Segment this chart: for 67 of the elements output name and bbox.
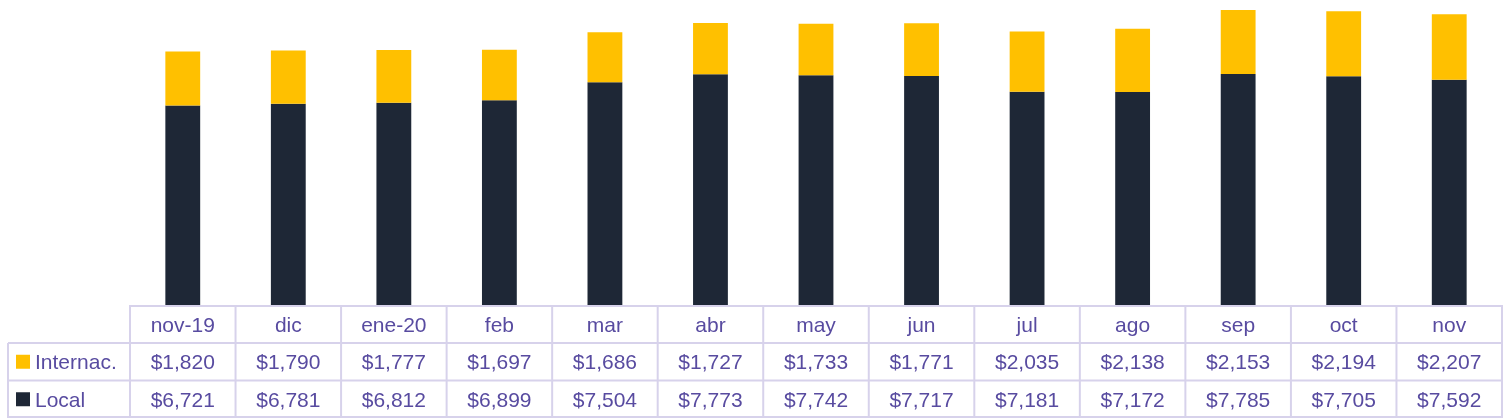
bar [1431, 14, 1467, 80]
data-label: $6,721 [150, 387, 215, 411]
bar [270, 50, 306, 104]
bar [481, 100, 517, 305]
data-label: $7,172 [1100, 387, 1165, 411]
bar [587, 82, 623, 305]
bar [1220, 10, 1256, 74]
bar [798, 75, 834, 305]
x-tick-label: nov [1432, 312, 1467, 336]
x-tick-label: sep [1221, 312, 1256, 336]
x-tick-label: jun [906, 312, 936, 336]
bar [904, 75, 939, 305]
bar [165, 105, 201, 305]
data-label: $2,207 [1417, 350, 1482, 374]
bar [1431, 79, 1467, 305]
x-tick-label: mar [586, 312, 624, 336]
data-label: $1,820 [150, 350, 215, 374]
bar [693, 23, 728, 75]
data-label: $1,790 [256, 350, 321, 374]
bar [1009, 91, 1045, 305]
x-tick-label: ago [1115, 312, 1151, 336]
x-tick-label: abr [695, 312, 726, 336]
x-tick-label: feb [484, 312, 514, 336]
bar [798, 23, 834, 76]
x-tick-label: may [796, 312, 837, 336]
x-tick-label: jul [1015, 312, 1038, 336]
data-label: $1,733 [783, 350, 849, 374]
x-tick-label: dic [274, 312, 302, 336]
data-label: $2,035 [994, 350, 1060, 374]
bar [693, 74, 728, 305]
data-label: $2,194 [1311, 350, 1377, 374]
bar [1009, 31, 1045, 92]
bar [587, 32, 623, 83]
bar [1115, 28, 1151, 93]
bar [165, 51, 201, 106]
data-label: $7,785 [1206, 387, 1271, 411]
bar [1326, 11, 1362, 77]
data-label: $6,899 [467, 387, 532, 411]
data-label: $7,742 [783, 387, 849, 411]
x-tick-label: oct [1329, 312, 1358, 336]
x-tick-label: ene-20 [361, 312, 427, 336]
data-label: $7,504 [572, 387, 638, 411]
data-label: $1,697 [467, 350, 532, 374]
bar [481, 49, 517, 101]
data-label: $1,777 [361, 350, 426, 374]
data-label: $6,812 [361, 387, 426, 411]
data-label: $2,153 [1206, 350, 1271, 374]
data-label: $7,717 [889, 387, 954, 411]
legend-label: Local [35, 387, 86, 411]
data-label: $7,181 [994, 387, 1060, 411]
data-label: $2,138 [1100, 350, 1165, 374]
bar [270, 103, 306, 305]
data-label: $6,781 [256, 387, 321, 411]
bar [1115, 92, 1151, 305]
data-label: $1,686 [572, 350, 638, 374]
data-label: $1,771 [889, 350, 954, 374]
data-label: $7,592 [1417, 387, 1482, 411]
bar [376, 102, 412, 305]
data-label: $7,773 [678, 387, 743, 411]
bar [1220, 73, 1256, 305]
x-tick-label: nov-19 [150, 312, 215, 336]
data-label: $7,705 [1311, 387, 1376, 411]
data-label: $1,727 [678, 350, 743, 374]
bar [904, 23, 939, 76]
bar [376, 50, 412, 103]
bar [1326, 76, 1362, 305]
legend-label: Internac. [35, 350, 117, 374]
